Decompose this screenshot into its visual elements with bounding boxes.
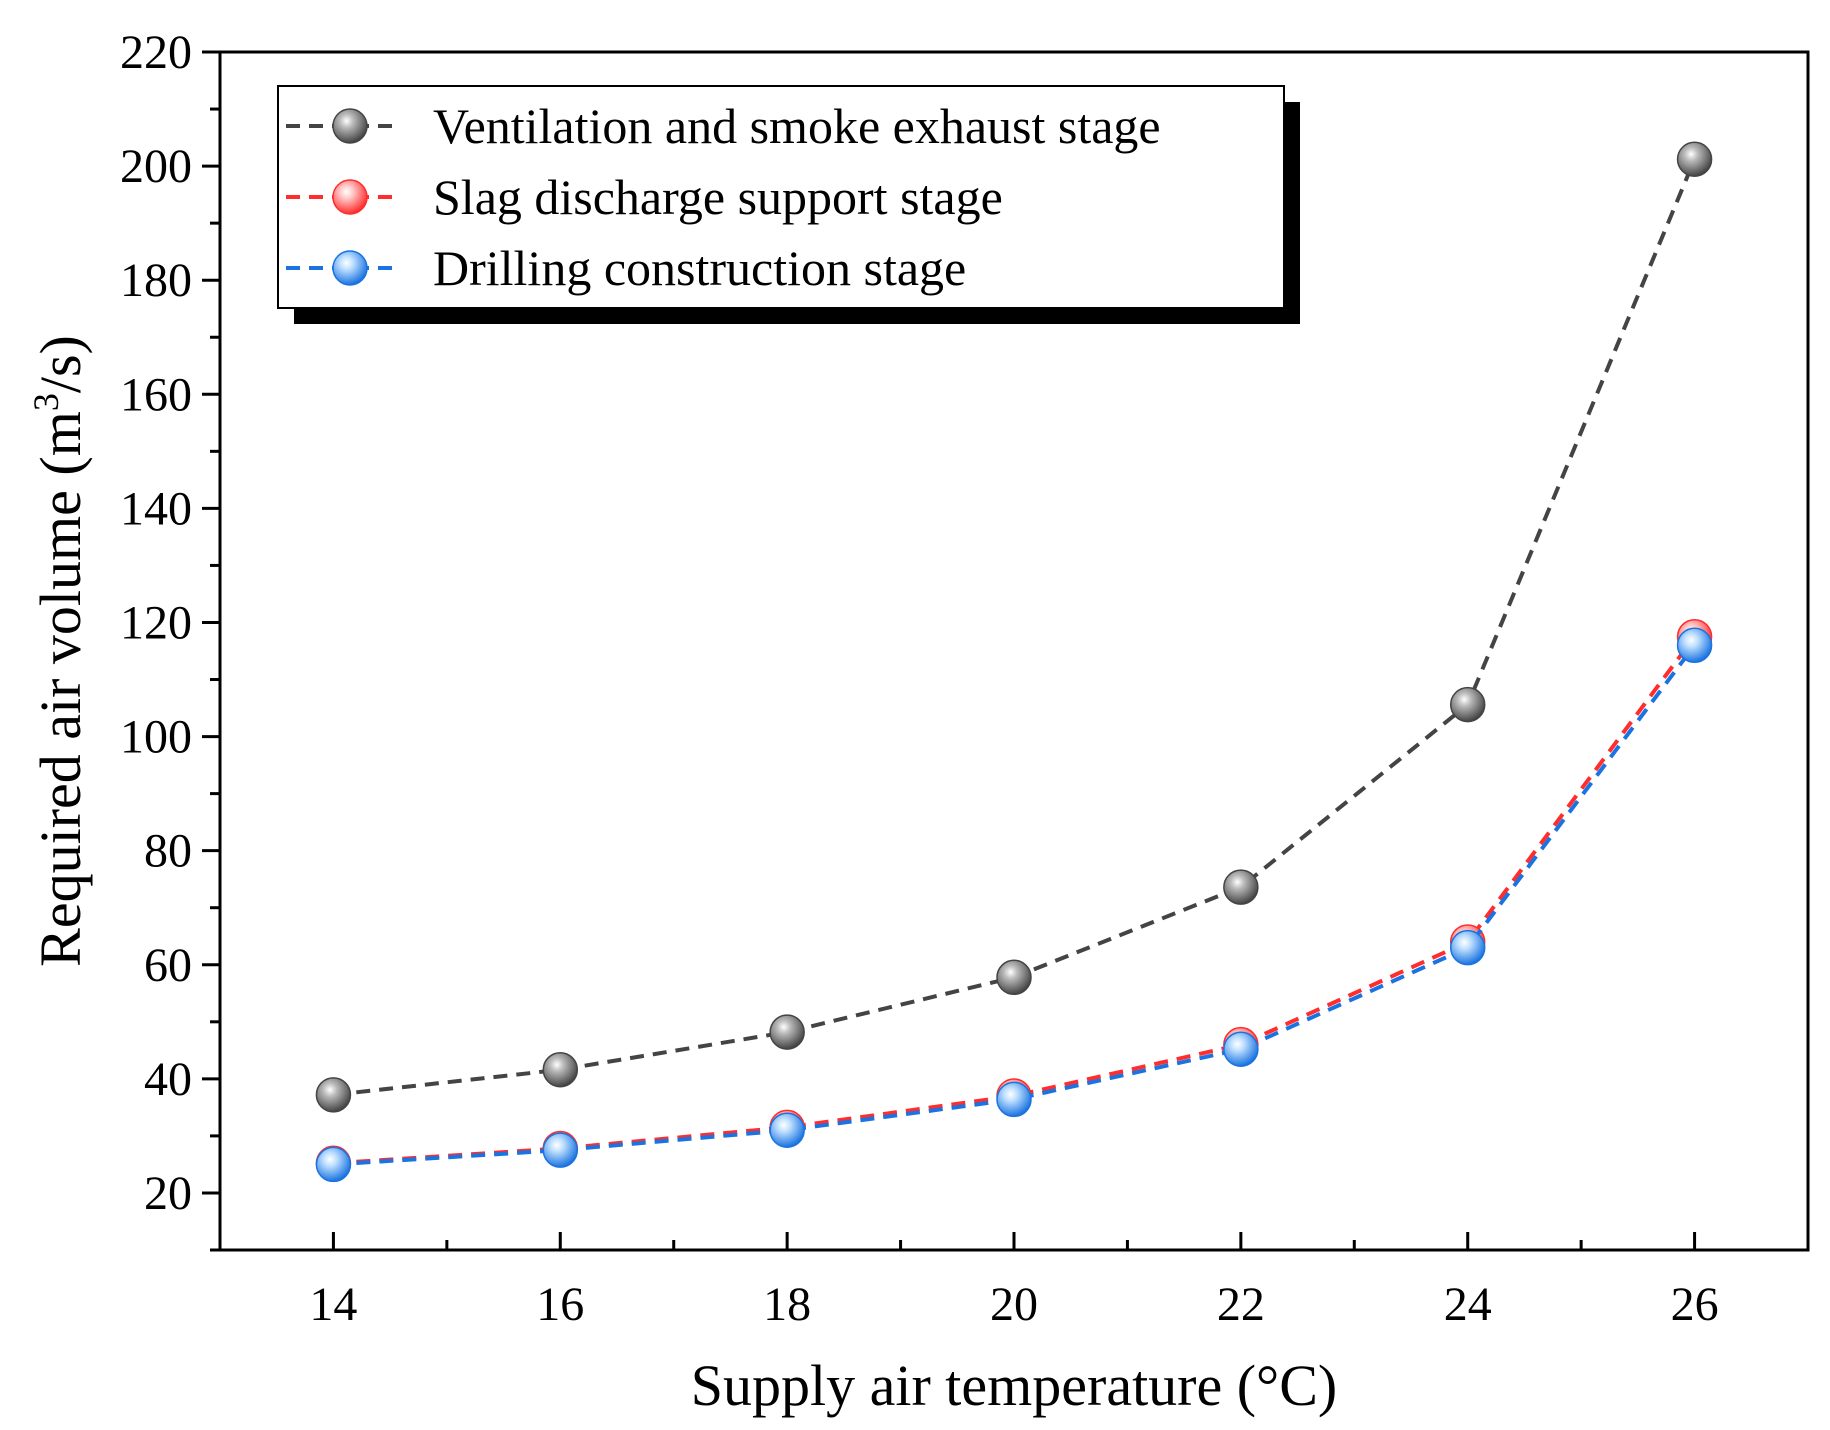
data-point	[1676, 141, 1713, 177]
legend-label: Slag discharge support stage	[433, 169, 1003, 225]
data-point	[542, 1051, 579, 1088]
y-tick-label: 180	[120, 254, 192, 307]
x-tick-label: 22	[1217, 1278, 1265, 1331]
data-point	[1223, 1031, 1259, 1067]
legend-marker	[332, 108, 368, 144]
data-point	[996, 959, 1032, 996]
legend-label: Ventilation and smoke exhaust stage	[433, 98, 1161, 154]
legend-box	[277, 85, 1285, 309]
x-tick-label: 20	[990, 1278, 1038, 1331]
data-point	[542, 1132, 579, 1168]
x-tick-label: 18	[763, 1278, 811, 1331]
y-tick-label: 100	[120, 711, 192, 764]
y-tick-label: 200	[120, 140, 192, 193]
data-point	[315, 1077, 352, 1113]
data-point	[1449, 686, 1486, 723]
x-tick-label: 14	[309, 1278, 357, 1331]
y-tick-label: 140	[120, 482, 192, 535]
x-tick-label: 16	[536, 1278, 584, 1331]
data-point	[1676, 627, 1713, 664]
series-layer	[315, 141, 1713, 1183]
data-point	[769, 1112, 805, 1148]
y-tick-label: 40	[144, 1053, 192, 1106]
data-point	[1449, 929, 1486, 966]
data-point	[996, 1081, 1032, 1118]
y-tick-label: 120	[120, 596, 192, 649]
y-tick-label: 60	[144, 939, 192, 992]
y-axis-title: Required air volume (m3/s)	[26, 335, 93, 967]
y-axis-title-end: /s)	[28, 335, 93, 393]
data-point	[315, 1146, 352, 1183]
legend: Ventilation and smoke exhaust stage Slag …	[277, 85, 1300, 324]
data-point	[1223, 869, 1259, 905]
legend-marker	[332, 250, 368, 286]
y-axis-title-main: Required air volume (m	[28, 411, 93, 967]
axes: 20 40 60 80 100 120 140 160 180 200 220 14 16 18 20 22 2…	[26, 26, 1810, 1418]
x-tick-label: 24	[1444, 1278, 1492, 1331]
y-tick-label: 220	[120, 26, 192, 79]
legend-label: Drilling construction stage	[433, 240, 966, 296]
y-tick-label: 80	[144, 825, 192, 878]
x-axis-title: Supply air temperature (°C)	[691, 1353, 1338, 1418]
legend-marker	[332, 179, 368, 215]
x-tick-label: 26	[1671, 1278, 1719, 1331]
data-point	[769, 1014, 805, 1050]
y-axis-title-superscript: 3	[26, 393, 66, 411]
y-tick-label: 20	[144, 1167, 192, 1220]
y-tick-label: 160	[120, 368, 192, 421]
